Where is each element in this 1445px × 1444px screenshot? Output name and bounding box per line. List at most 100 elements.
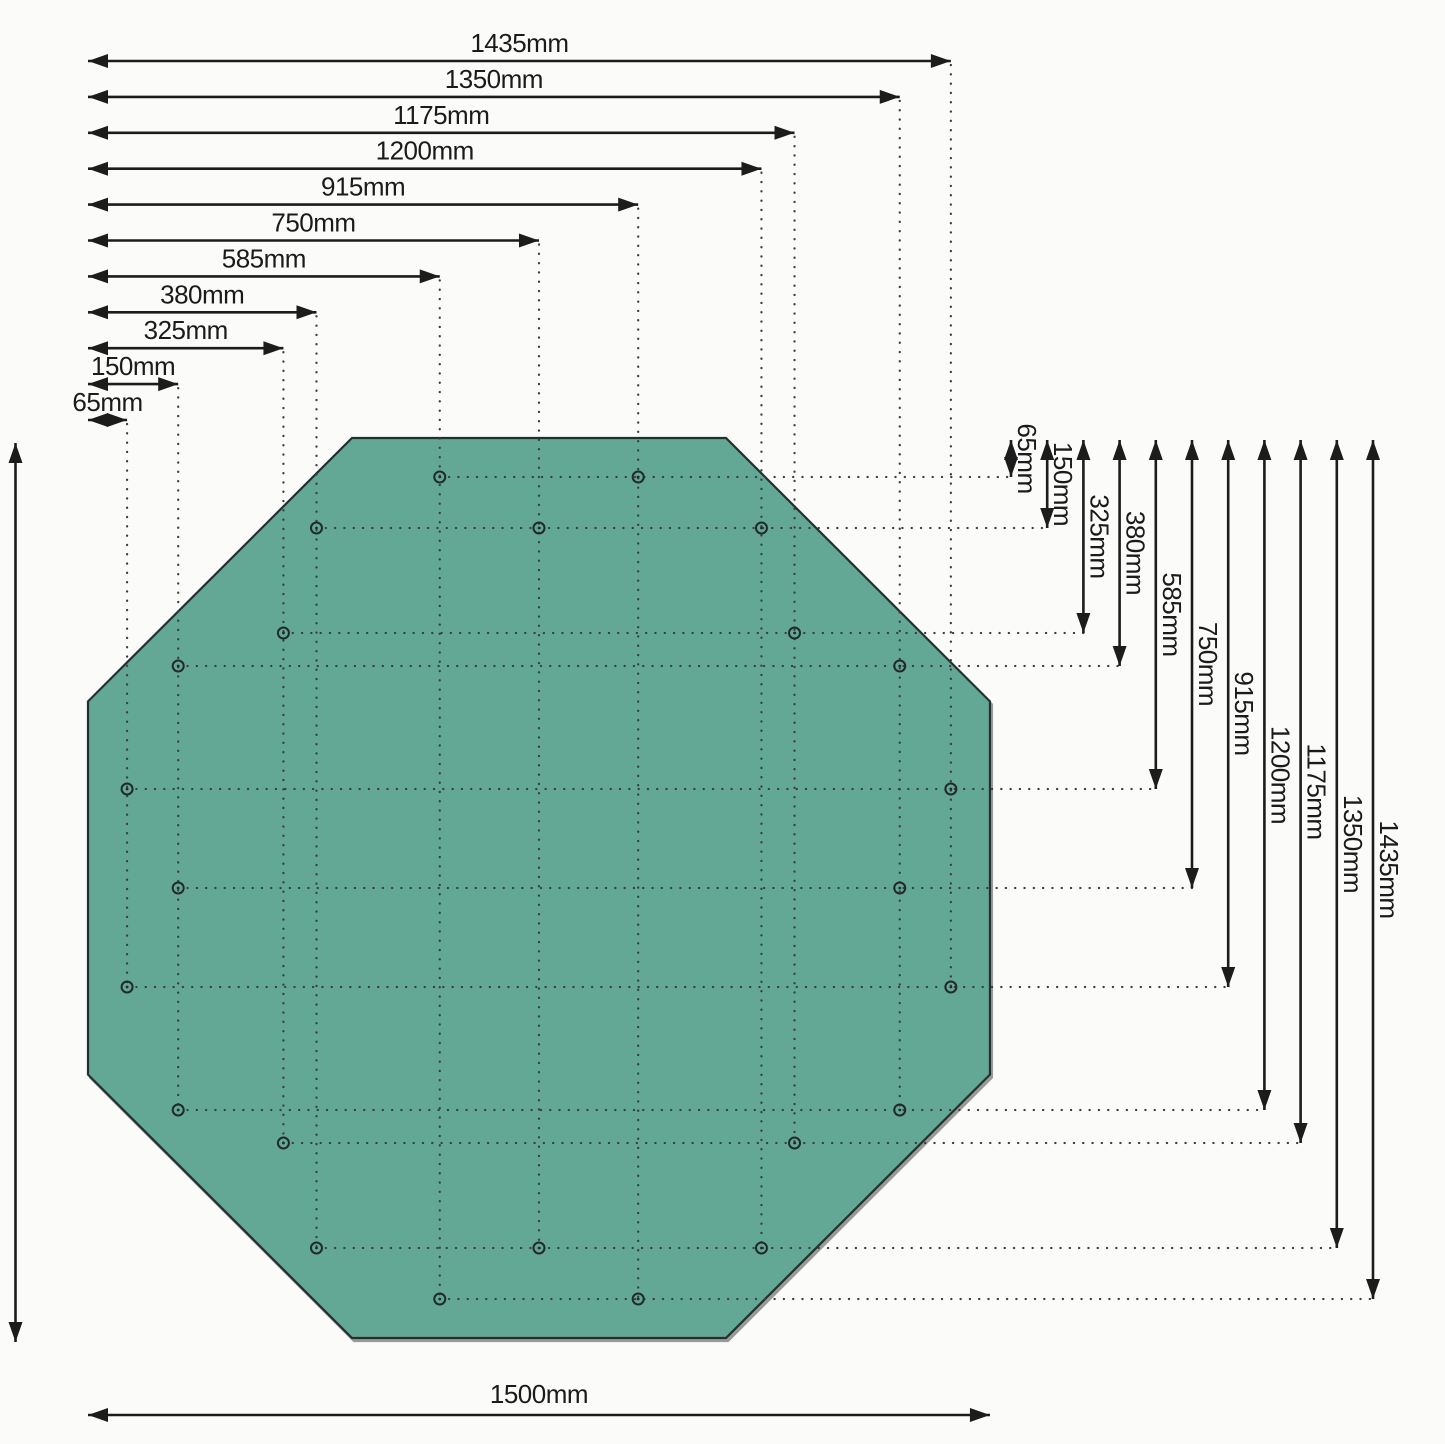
hole-marker	[309, 1241, 323, 1255]
hole-marker	[944, 782, 958, 796]
hole-center-dot	[537, 1246, 541, 1250]
hole-marker	[532, 1241, 546, 1255]
dimension-right-325mm: 325mm	[1076, 440, 1114, 633]
arrowhead	[263, 341, 284, 356]
arrowhead	[1185, 440, 1199, 460]
arrowhead	[88, 269, 108, 284]
hole-marker	[120, 782, 134, 796]
dimension-right-1175mm: 1175mm	[1293, 440, 1332, 1143]
dimension-label: 1175mm	[1302, 743, 1332, 839]
hole-marker	[171, 659, 185, 673]
dimension-right-65mm: 65mm	[1004, 423, 1042, 494]
arrowhead	[88, 161, 108, 176]
hole-center-dot	[949, 985, 953, 989]
hole-marker	[893, 881, 907, 895]
hole-marker	[532, 521, 546, 535]
hole-ring	[893, 881, 907, 895]
hole-marker	[631, 1292, 645, 1306]
arrowhead	[1257, 1090, 1272, 1110]
hole-center-dot	[438, 475, 442, 479]
dimension-label: 585mm	[1157, 572, 1187, 656]
dimension-label: 1350mm	[1338, 795, 1368, 893]
hole-ring	[120, 782, 134, 796]
hole-center-dot	[898, 1108, 902, 1112]
arrowhead	[88, 305, 108, 320]
arrowhead	[1221, 440, 1236, 460]
hole-ring	[532, 521, 546, 535]
hole-marker	[171, 881, 185, 895]
hole-ring	[754, 521, 768, 535]
arrowhead	[1329, 440, 1344, 460]
hole-ring	[893, 1103, 907, 1117]
dimension-right-915mm: 915mm	[1221, 440, 1259, 987]
dimension-label: 380mm	[1121, 511, 1151, 595]
arrowhead	[158, 377, 179, 392]
hole-ring	[171, 1103, 185, 1117]
arrowhead	[1040, 440, 1055, 460]
dimension-label: 1350mm	[445, 64, 543, 94]
hole-marker	[433, 1292, 447, 1306]
dimension-label: 750mm	[1193, 622, 1223, 706]
arrowhead	[1329, 1228, 1344, 1248]
dimension-right-1435mm: 1435mm	[1366, 440, 1404, 1299]
arrowhead	[88, 377, 108, 392]
hole-ring	[754, 1241, 768, 1255]
plate-octagon	[86, 436, 992, 1340]
hole-marker	[309, 521, 323, 535]
hole-ring	[631, 470, 645, 484]
hole-center-dot	[176, 886, 180, 890]
hole-center-dot	[176, 1108, 180, 1112]
hole-center-dot	[949, 787, 953, 791]
hole-ring	[309, 521, 323, 535]
hole-center-dot	[282, 1141, 285, 1145]
dimension-label: 1175mm	[393, 100, 489, 130]
arrowhead	[1112, 440, 1127, 460]
hole-ring	[944, 782, 958, 796]
hole-marker	[171, 1103, 185, 1117]
dimension-label: 380mm	[160, 279, 244, 309]
dimension-right-585mm: 585mm	[1148, 440, 1187, 789]
hole-ring	[276, 626, 290, 640]
hole-center-dot	[760, 526, 763, 530]
dimension-label: 1200mm	[1265, 726, 1295, 824]
hole-center-dot	[125, 787, 129, 791]
arrowhead	[1148, 769, 1163, 789]
arrowhead	[1076, 440, 1091, 460]
arrowhead	[1185, 868, 1199, 888]
hole-ring	[171, 659, 185, 673]
dimension-label: 915mm	[1229, 671, 1259, 755]
arrowhead	[1148, 440, 1163, 460]
dimension-label: 65mm	[1012, 423, 1042, 493]
dimension-label: 65mm	[72, 387, 142, 417]
dimension-top-750mm: 750mm	[88, 208, 539, 248]
arrowhead	[1076, 613, 1091, 633]
arrowhead	[518, 233, 539, 248]
hole-center-dot	[760, 1246, 763, 1250]
hole-ring	[120, 980, 134, 994]
hole-ring	[433, 470, 447, 484]
hole-center-dot	[438, 1297, 442, 1301]
hole-ring	[788, 626, 802, 640]
dimension-top-150mm: 150mm	[88, 351, 179, 392]
hole-marker	[944, 980, 958, 994]
dimension-top-915mm: 915mm	[88, 172, 639, 212]
arrowhead	[88, 89, 108, 104]
hole-ring	[309, 1241, 323, 1255]
dimension-right-1200mm: 1200mm	[1257, 440, 1295, 1110]
dimension-right-380mm: 380mm	[1112, 440, 1151, 666]
arrowhead	[1293, 1123, 1308, 1143]
arrowhead	[88, 413, 108, 427]
dimension-top-1200mm: 1200mm	[88, 136, 762, 176]
dimension-top-585mm: 585mm	[88, 243, 440, 284]
hole-marker	[433, 470, 447, 484]
hole-center-dot	[176, 664, 180, 668]
arrowhead	[88, 233, 108, 248]
dimension-top-325mm: 325mm	[88, 315, 284, 356]
arrowhead	[88, 1408, 108, 1422]
hole-center-dot	[125, 985, 129, 989]
hole-center-dot	[636, 475, 640, 479]
arrowhead	[88, 341, 108, 356]
arrowhead	[774, 125, 795, 140]
hole-ring	[276, 1136, 290, 1150]
dimension-label: 1435mm	[470, 28, 568, 58]
